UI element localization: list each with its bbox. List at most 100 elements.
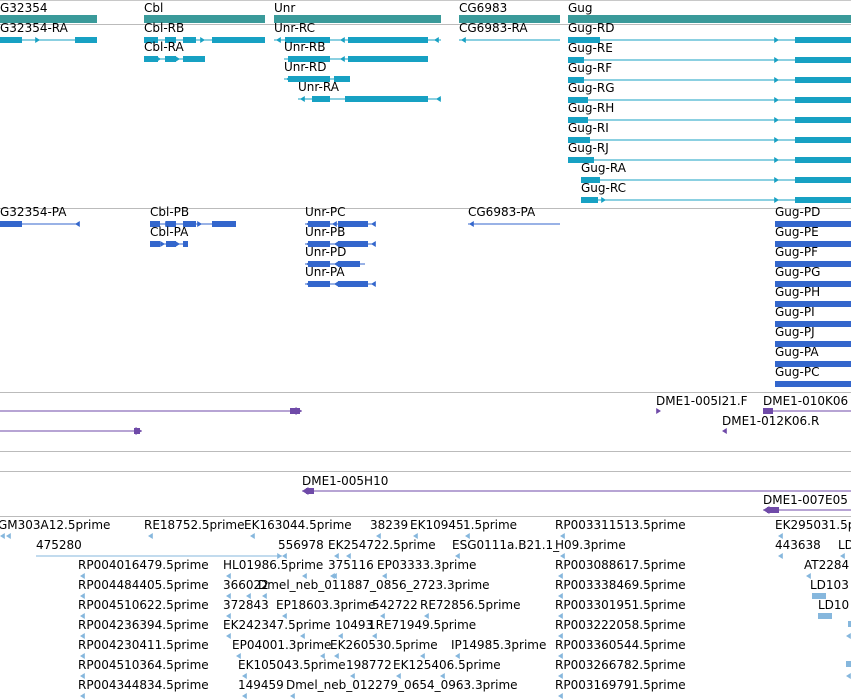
est-48[interactable]: RP004344834.5prime — [78, 678, 209, 699]
protein-12[interactable]: Gug-PH — [775, 285, 851, 307]
transcript-8[interactable]: Gug-RD — [568, 21, 851, 43]
est-27[interactable]: 372843 — [223, 598, 269, 619]
est-38[interactable]: RP004230411.5prime — [78, 638, 209, 659]
est-1[interactable]: RE18752.5prime — [144, 518, 245, 539]
clone-1[interactable]: DME1-010K06 — [763, 394, 851, 414]
est-label[interactable]: RP003222058.5prime — [555, 618, 686, 632]
est-label[interactable]: 198772 — [346, 658, 392, 672]
est-34[interactable]: EK242347.5prime — [223, 618, 331, 639]
protein-15[interactable]: Gug-PA — [775, 345, 851, 367]
est-label[interactable]: RP003169791.5prime — [555, 678, 686, 692]
protein-7[interactable]: CG6983-PA — [468, 205, 560, 227]
gene-label[interactable]: CG6983 — [459, 1, 507, 15]
clone-4[interactable]: DME1-007E05 — [763, 493, 851, 514]
est-label[interactable]: RP003311513.5prime — [555, 518, 686, 532]
est-label[interactable]: EK254722.5prime — [328, 538, 436, 552]
est-12[interactable]: H09.3prime — [555, 538, 626, 559]
est-30[interactable]: RE72856.5prime — [420, 598, 521, 619]
est-47[interactable]: RP003266782.5prime — [555, 658, 686, 679]
est-36[interactable]: 1RE71949.5prime — [368, 618, 476, 639]
protein-10[interactable]: Gug-PF — [775, 245, 851, 267]
est-0[interactable]: GM303A12.5prime — [0, 518, 110, 539]
est-label[interactable]: GM303A12.5prime — [0, 518, 110, 532]
transcript-15-label[interactable]: Gug-RA — [581, 161, 627, 175]
transcript-0[interactable]: G32354-RA — [0, 21, 97, 43]
transcript-9-label[interactable]: Gug-RE — [568, 41, 613, 55]
est-label[interactable]: 10493 — [335, 618, 373, 632]
transcript-11[interactable]: Gug-RG — [568, 81, 851, 103]
clone-2[interactable]: DME1-012K06.R — [722, 414, 819, 434]
protein-15-label[interactable]: Gug-PA — [775, 345, 819, 359]
est-label[interactable]: RP004236394.5prime — [78, 618, 209, 632]
est-label[interactable]: LD103 — [810, 578, 849, 592]
est-15[interactable]: RP004016479.5prime — [78, 558, 209, 579]
clone-label[interactable]: DME1-005I21.F — [656, 394, 748, 408]
est-label[interactable]: RP003088617.5prime — [555, 558, 686, 572]
gene-4[interactable]: Gug — [568, 1, 851, 23]
clone-unlabelled-2[interactable] — [0, 427, 142, 435]
est-label[interactable]: RP003360544.5prime — [555, 638, 686, 652]
gene-0[interactable]: G32354 — [0, 1, 97, 23]
est-label[interactable]: RP004344834.5prime — [78, 678, 209, 692]
est-label[interactable]: AT2284 — [804, 558, 849, 572]
protein-6[interactable]: Unr-PA — [305, 265, 376, 287]
transcript-13-label[interactable]: Gug-RI — [568, 121, 609, 135]
est-40[interactable]: EK260530.5prime — [330, 638, 438, 659]
clone-0[interactable]: DME1-005I21.F — [656, 394, 748, 414]
est-39[interactable]: EP04001.3prime — [232, 638, 331, 659]
est-35[interactable]: 10493 — [335, 618, 373, 639]
est-29[interactable]: 542722 — [372, 598, 418, 619]
clone-label[interactable]: DME1-012K06.R — [722, 414, 819, 428]
transcript-8-label[interactable]: Gug-RD — [568, 21, 614, 35]
transcript-1-label[interactable]: Cbl-RB — [144, 21, 184, 35]
est-label[interactable]: 542722 — [372, 598, 418, 612]
est-label[interactable]: 556978 — [278, 538, 324, 552]
protein-4[interactable]: Unr-PB — [305, 225, 376, 247]
est-label[interactable]: LD10 — [818, 598, 849, 612]
est-label[interactable]: RP004016479.5prime — [78, 558, 209, 572]
est-16[interactable]: HL01986.5prime — [223, 558, 323, 579]
est-label[interactable]: RP003338469.5prime — [555, 578, 686, 592]
est-label[interactable]: EK10945 — [410, 518, 464, 532]
est-label[interactable]: RE72856.5prime — [420, 598, 521, 612]
est-32[interactable]: LD10 — [818, 598, 849, 619]
gene-2[interactable]: Unr — [274, 1, 441, 23]
est-41[interactable]: IP14985.3prime — [451, 638, 546, 659]
protein-16-label[interactable]: Gug-PC — [775, 365, 819, 379]
est-37[interactable]: RP003222058.5prime — [555, 618, 686, 639]
est-14[interactable]: LD — [838, 538, 851, 559]
transcript-10-label[interactable]: Gug-RF — [568, 61, 612, 75]
transcript-12-label[interactable]: Gug-RH — [568, 101, 614, 115]
transcript-7-label[interactable]: CG6983-RA — [459, 21, 528, 35]
transcript-16[interactable]: Gug-RC — [581, 181, 851, 203]
transcript-7[interactable]: CG6983-RA — [459, 21, 560, 43]
protein-14-label[interactable]: Gug-PJ — [775, 325, 815, 339]
transcript-6-label[interactable]: Unr-RA — [298, 80, 340, 94]
transcript-5[interactable]: Unr-RD — [284, 60, 350, 82]
protein-11[interactable]: Gug-PG — [775, 265, 851, 287]
transcript-6[interactable]: Unr-RA — [298, 80, 441, 102]
gene-label[interactable]: Unr — [274, 1, 295, 15]
transcript-4[interactable]: Unr-RB — [284, 40, 428, 62]
est-18[interactable]: EP03333.3prime — [377, 558, 476, 579]
transcript-2[interactable]: Cbl-RA — [144, 40, 205, 62]
est-label[interactable]: EP03333.3prime — [377, 558, 476, 572]
protein-0-label[interactable]: G32354-PA — [0, 205, 67, 219]
clone-unlabelled-1[interactable] — [0, 407, 302, 415]
est-label[interactable]: IP14985.3prime — [451, 638, 546, 652]
est-label[interactable]: RP004230411.5prime — [78, 638, 209, 652]
transcript-12[interactable]: Gug-RH — [568, 101, 851, 123]
est-label[interactable]: RP003266782.5prime — [555, 658, 686, 672]
protein-12-label[interactable]: Gug-PH — [775, 285, 820, 299]
est-26[interactable]: RP004510622.5prime — [78, 598, 209, 619]
transcript-9[interactable]: Gug-RE — [568, 41, 851, 63]
transcript-0-label[interactable]: G32354-RA — [0, 21, 69, 35]
transcript-14[interactable]: Gug-RJ — [568, 141, 851, 163]
est-label[interactable]: EK242347.5prime — [223, 618, 331, 632]
protein-16[interactable]: Gug-PC — [775, 365, 851, 387]
gene-3[interactable]: CG6983 — [459, 1, 560, 23]
est-49[interactable]: 149459 — [238, 678, 284, 699]
est-label[interactable]: 1RE71949.5prime — [368, 618, 476, 632]
est-7[interactable]: EK295031.5p — [775, 518, 851, 539]
transcript-3-label[interactable]: Unr-RC — [274, 21, 315, 35]
